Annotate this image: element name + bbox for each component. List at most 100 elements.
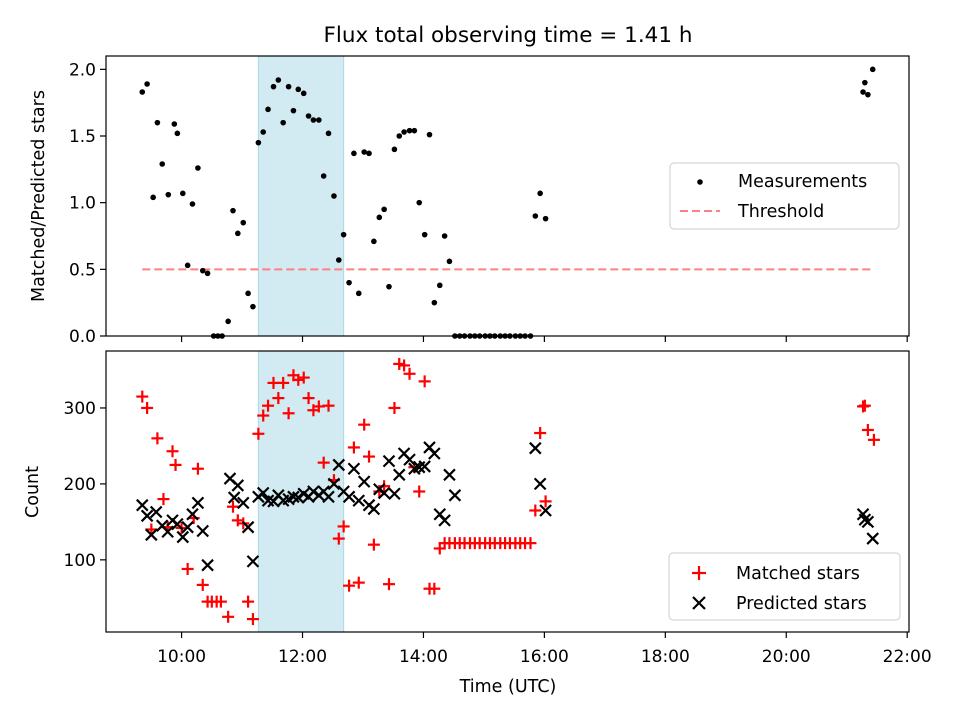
top-y-tick-label: 1.5: [69, 127, 96, 147]
measurement-point: [305, 113, 312, 119]
matched-star-point: [524, 537, 537, 550]
top-x-axis-ticks: [180, 336, 908, 342]
matched-star-point: [302, 392, 315, 405]
top-y-tick-label: 0.5: [69, 260, 96, 280]
measurement-point: [275, 77, 282, 83]
measurement-point: [199, 267, 206, 274]
matched-star-point: [141, 401, 154, 414]
count-panel: 100 200 300 10:00 12:00 14:00 16:00 18:00 20:00…: [23, 350, 932, 697]
matched-star-point: [358, 418, 371, 431]
matched-stars-points: [136, 357, 880, 626]
matched-star-point: [378, 480, 391, 493]
measurement-point: [335, 257, 342, 263]
measurement-point: [260, 129, 267, 135]
predicted-star-point: [388, 487, 401, 501]
measurement-point: [421, 231, 428, 238]
measurement-point: [144, 81, 150, 87]
measurement-point: [290, 107, 297, 114]
measurement-point: [416, 199, 423, 206]
top-axes-frame: [105, 55, 910, 337]
predicted-star-point: [176, 530, 190, 544]
matched-star-point: [246, 613, 259, 626]
measurement-point: [316, 117, 322, 123]
predicted-star-point: [136, 498, 149, 512]
matched-star-point: [272, 392, 285, 405]
measurement-point: [391, 146, 398, 153]
predicted-stars-points: [136, 441, 879, 572]
predicted-star-point: [201, 558, 214, 572]
measurement-point: [340, 231, 347, 238]
predicted-star-point: [327, 477, 341, 491]
measurement-point: [331, 193, 337, 199]
measurement-point: [862, 79, 868, 86]
measurement-point: [179, 190, 186, 197]
measurement-point: [225, 318, 231, 325]
measurement-point: [411, 127, 418, 134]
measurement-point: [265, 106, 271, 113]
measurement-point: [325, 130, 332, 137]
matched-star-point: [151, 432, 164, 445]
predicted-star-point: [539, 504, 552, 517]
top-y-axis-label: Matched/Predicted stars: [29, 90, 49, 302]
predicted-star-point: [161, 525, 174, 539]
bottom-y-axis-label: Count: [23, 466, 43, 518]
matched-star-point: [337, 520, 350, 533]
legend-threshold-label: Threshold: [737, 202, 824, 222]
x-tick-label: 12:00: [278, 647, 327, 667]
predicted-star-point: [533, 477, 547, 491]
matched-star-point: [277, 376, 290, 389]
matched-star-point: [242, 595, 255, 608]
predicted-star-point: [392, 468, 406, 482]
predicted-star-point: [418, 460, 431, 473]
predicted-star-point: [367, 502, 381, 516]
matched-star-point: [297, 371, 310, 384]
predicted-star-point: [307, 485, 320, 498]
predicted-star-point: [403, 453, 416, 466]
measurement-point: [396, 133, 403, 139]
top-legend-box: [669, 162, 900, 230]
matched-star-point: [169, 458, 182, 471]
legend-matched-label: Matched stars: [736, 564, 860, 584]
predicted-star-point: [191, 496, 205, 510]
matched-star-point: [529, 504, 542, 517]
measurement-point: [371, 238, 377, 245]
legend-measurements-label: Measurements: [738, 172, 867, 192]
x-tick-label: 20:00: [762, 647, 811, 667]
measurement-point: [446, 258, 453, 265]
measurement-point: [320, 173, 327, 179]
measurement-point: [532, 213, 539, 219]
x-tick-label: 16:00: [520, 647, 569, 667]
predicted-star-point: [342, 490, 356, 504]
bottom-legend: Matched stars Predicted stars: [668, 552, 901, 621]
measurement-point: [346, 279, 352, 286]
measurement-point: [150, 194, 156, 201]
predicted-star-point: [332, 458, 346, 472]
measurement-point: [255, 139, 262, 146]
predicted-star-point: [196, 524, 210, 538]
measurement-point: [366, 150, 372, 157]
predicted-star-point: [236, 496, 250, 510]
predicted-star-point: [292, 491, 305, 504]
measurement-point: [171, 121, 178, 127]
matched-star-point: [136, 390, 149, 403]
measurement-point: [351, 150, 357, 157]
predicted-star-point: [287, 490, 300, 504]
predicted-star-point: [448, 489, 462, 502]
matched-star-point: [367, 538, 380, 551]
predicted-star-point: [443, 468, 456, 482]
matched-star-point: [282, 407, 295, 420]
measurement-point: [406, 127, 413, 134]
measurement-point: [139, 89, 146, 95]
measurement-point: [361, 149, 367, 155]
predicted-star-point: [186, 508, 199, 521]
x-tick-label: 10:00: [157, 647, 206, 667]
matched-star-point: [166, 445, 179, 458]
measurement-point: [860, 89, 866, 95]
matched-star-point: [382, 578, 395, 591]
predicted-star-point: [181, 520, 194, 534]
predicted-star-point: [529, 441, 542, 455]
measurement-point: [235, 230, 241, 237]
measurement-point: [300, 90, 307, 97]
matched-star-point: [222, 610, 235, 623]
